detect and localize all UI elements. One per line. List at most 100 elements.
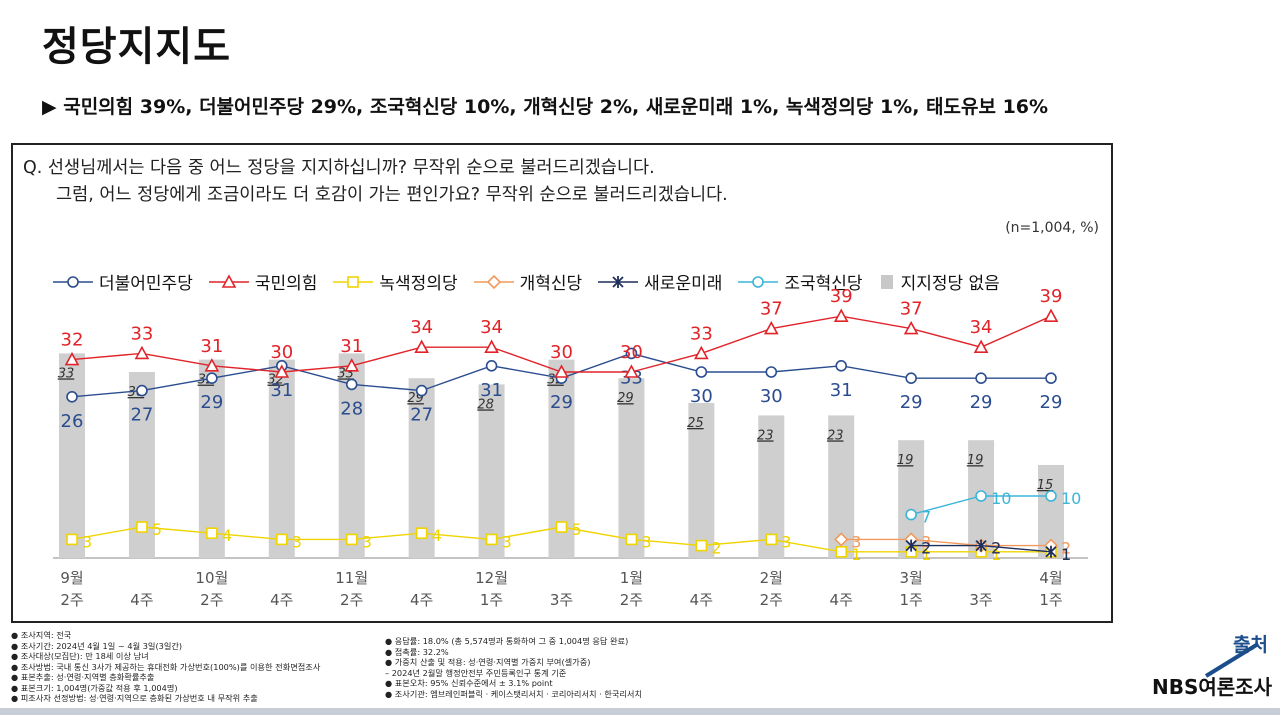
series-marker: [625, 533, 638, 546]
legend-label: 더불어민주당: [99, 274, 193, 294]
series-group: 32 33 31 30 31 34 34 30 30 33 37 39 37 34 39: [61, 286, 1062, 378]
note-line: ● 접촉률: 32.2%: [385, 646, 449, 657]
legend-marker: [67, 275, 79, 288]
series-marker: [905, 539, 917, 552]
x-tick-week: 4주: [830, 591, 853, 609]
chart-legend: 더불어민주당 국민의힘 녹색정의당 개혁신당 새로운미래 조국혁신당 지지정당 없음: [53, 269, 1000, 294]
bar-no-party: [618, 378, 645, 558]
x-tick-week: 3주: [969, 591, 992, 609]
series-marker: [975, 539, 987, 552]
series-value-label: 29: [970, 392, 993, 413]
series-marker: [973, 339, 989, 353]
series-marker: [1045, 545, 1057, 558]
note-line: ● 조사기관: 엠브레인퍼블릭 · 케이스탯리서치 · 코리아리서치 · 한국리…: [385, 688, 642, 699]
series-value-label: 2: [1061, 539, 1071, 558]
legend-item: 녹색정의당: [333, 269, 458, 294]
legend-item: 개혁신당: [473, 269, 583, 294]
legend-swatch-icon: [880, 274, 893, 289]
page-title: 정당지지도: [42, 24, 231, 70]
x-tick-week: 1주: [1039, 591, 1062, 609]
source-logo: 출처 NBS여론조사: [1148, 630, 1276, 702]
legend-marker: [486, 274, 501, 289]
bar-no-party: [688, 403, 715, 558]
series-value-label: 29: [900, 392, 923, 413]
series-value-label: 34: [480, 317, 503, 338]
x-tick-month: 4월: [1039, 569, 1062, 587]
series-value-label: 30: [550, 342, 573, 363]
source-mark-icon: [1204, 642, 1260, 678]
note-line: ● 표본추출: 성·연령·지역별 층화확률추출: [11, 672, 155, 682]
legend-swatch-icon: [208, 273, 249, 288]
series-marker: [835, 545, 848, 558]
series-marker: [765, 533, 778, 546]
x-tick-week: 4주: [270, 591, 293, 609]
note-line: ● 가중치 산출 및 적용: 성·연령·지역별 가중치 부여(셀가중): [385, 657, 591, 667]
series-marker: [555, 521, 568, 533]
legend-swatch-icon: [333, 275, 374, 288]
series-value-label: 1: [921, 545, 931, 564]
bar-value-label: 23: [757, 428, 774, 443]
x-tick-month: 2월: [760, 569, 783, 587]
bar-value-label: 28: [477, 397, 494, 412]
sample-size-label: (n=1,004, %): [1005, 220, 1099, 236]
series-marker: [905, 508, 917, 521]
series-marker: [1043, 308, 1059, 322]
series-value-label: 3: [502, 532, 512, 551]
legend-label: 녹색정의당: [379, 274, 458, 294]
series-value-label: 30: [620, 342, 643, 363]
series-value-label: 2: [991, 539, 1001, 558]
x-tick-month: 12월: [475, 569, 508, 587]
question-line-2: 그럼, 어느 정당에게 조금이라도 더 호감이 가는 편인가요? 무작위 순으로…: [56, 185, 728, 205]
series-value-label: 37: [900, 299, 923, 320]
survey-question: Q. 선생님께서는 다음 중 어느 정당을 지지하십니까? 무작위 순으로 불러…: [23, 155, 728, 209]
bar-value-label: 15: [1037, 478, 1054, 493]
survey-notes-right: ● 응답률: 18.0% (총 5,574명과 통화하여 그 중 1,004명 …: [385, 636, 642, 699]
series-marker: [624, 364, 639, 378]
series-value-label: 4: [222, 526, 232, 545]
series-value-label: 1: [1061, 545, 1071, 564]
series-marker: [345, 378, 358, 391]
legend-swatch-icon: [53, 275, 93, 288]
note-line: ● 조사대상(모집단): 만 18세 이상 남녀: [11, 651, 149, 661]
series-value-label: 2: [921, 539, 931, 558]
legend-item: 새로운미래: [598, 269, 722, 294]
series-value-label: 27: [410, 405, 433, 426]
series-marker: [206, 527, 218, 540]
series-line: [841, 538, 1051, 547]
x-tick-month: 10월: [195, 569, 228, 587]
series-value-label: 33: [690, 323, 713, 344]
series-marker: [1045, 372, 1057, 384]
series-value-label: 37: [760, 299, 783, 320]
x-tick-month: 11월: [335, 569, 368, 587]
note-line: ● 응답률: 18.0% (총 5,574명과 통화하여 그 중 1,004명 …: [385, 636, 629, 646]
x-tick-week: 2주: [200, 591, 223, 609]
series-marker: [905, 372, 917, 384]
x-tick-week: 4주: [130, 591, 153, 609]
series-value-label: 4: [432, 526, 442, 545]
legend-label: 개혁신당: [519, 274, 583, 294]
series-marker: [345, 533, 358, 546]
series-marker: [765, 366, 778, 378]
legend-item: 조국혁신당: [738, 269, 863, 294]
series-marker: [206, 372, 218, 384]
source-label: 출처: [1233, 634, 1268, 656]
series-marker: [695, 539, 708, 552]
series-marker: [485, 533, 498, 546]
note-line: ● 조사방법: 국내 통신 3사가 제공하는 휴대전화 가상번호(100%)를 …: [11, 661, 321, 672]
series-value-label: 3: [851, 532, 861, 551]
series-value-label: 3: [641, 532, 651, 551]
legend-marker: [221, 273, 237, 288]
series-marker: [484, 339, 499, 353]
series-value-label: 29: [200, 392, 223, 413]
x-tick-week: 3주: [550, 591, 573, 609]
survey-notes-left: ● 조사지역: 전국 ● 조사기간: 2024년 4월 1일 ~ 4월 3일(3일…: [11, 630, 320, 704]
series-value-label: 31: [830, 380, 853, 401]
series-value-label: 29: [550, 392, 573, 413]
legend-item: 국민의힘: [208, 269, 317, 294]
chart-panel: Q. 선생님께서는 다음 중 어느 정당을 지지하십니까? 무작위 순으로 불러…: [11, 143, 1113, 623]
series-marker: [415, 527, 428, 540]
series-marker: [274, 364, 290, 378]
series-marker: [554, 364, 569, 378]
